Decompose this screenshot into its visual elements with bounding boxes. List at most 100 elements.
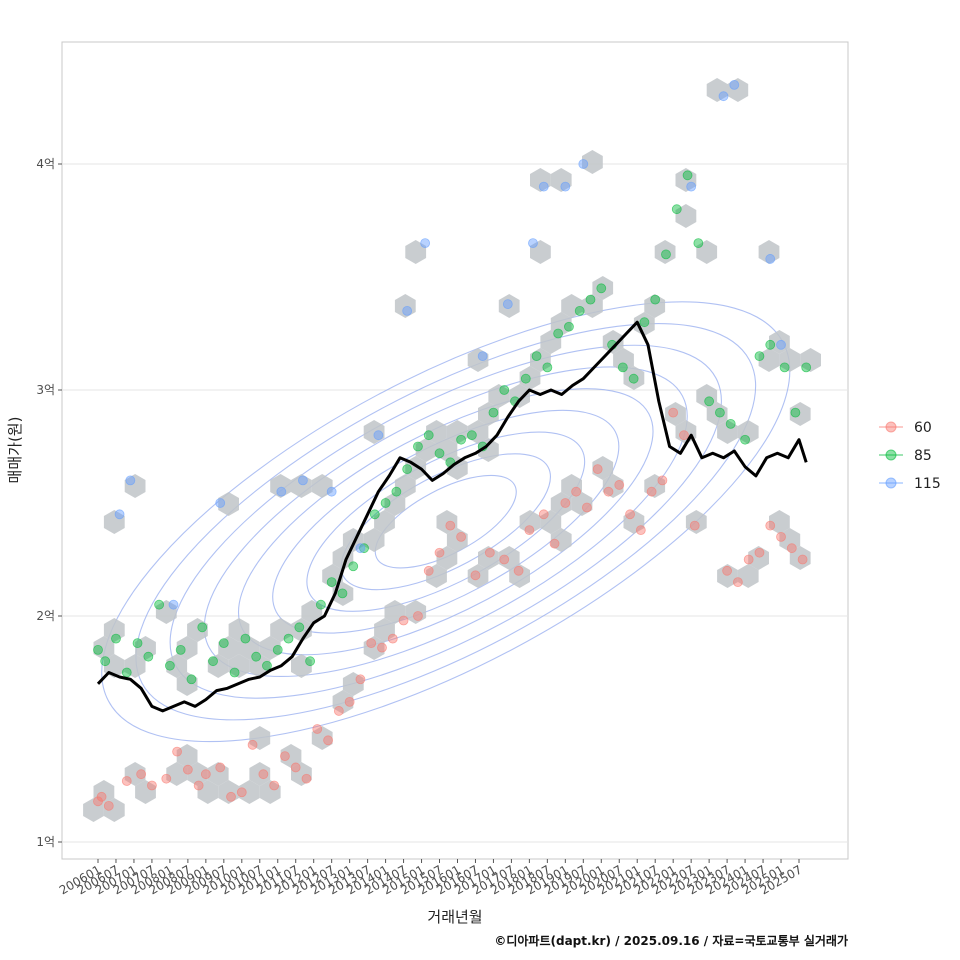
point-60 xyxy=(398,615,409,626)
hexbin xyxy=(135,780,156,804)
hexbin xyxy=(540,330,562,354)
point-85 xyxy=(456,434,466,445)
trend-line xyxy=(96,320,808,713)
point-85 xyxy=(229,667,240,678)
point-60 xyxy=(434,547,445,558)
hexbin xyxy=(363,420,385,444)
point-115 xyxy=(402,305,413,316)
point-85 xyxy=(715,407,725,418)
hexbin xyxy=(592,456,614,480)
hexbin xyxy=(239,636,260,660)
point-115 xyxy=(477,351,488,362)
point-85 xyxy=(240,633,251,644)
hexbin xyxy=(706,78,728,102)
hexbin xyxy=(93,780,115,804)
point-85 xyxy=(585,294,596,305)
point-85 xyxy=(434,448,445,459)
point-85 xyxy=(704,396,715,407)
hexbin xyxy=(530,168,551,192)
point-115 xyxy=(298,475,308,486)
point-85 xyxy=(423,430,434,441)
point-60 xyxy=(258,769,269,780)
point-115 xyxy=(502,299,513,310)
hexbin xyxy=(228,618,250,642)
point-60 xyxy=(236,787,247,798)
hexbin xyxy=(124,654,146,678)
point-60 xyxy=(121,776,132,786)
point-115 xyxy=(355,543,366,554)
y-tick-label: 4억 xyxy=(36,157,55,171)
hexbin xyxy=(436,438,458,462)
point-85 xyxy=(337,588,348,599)
point-85 xyxy=(154,599,165,610)
point-115 xyxy=(578,159,589,169)
hexbin xyxy=(207,762,229,786)
point-60 xyxy=(226,791,236,802)
hexbin xyxy=(270,618,291,642)
point-115 xyxy=(560,181,571,192)
hexbin xyxy=(696,384,718,408)
point-60 xyxy=(499,554,510,565)
hexbin xyxy=(467,348,489,372)
hexbin xyxy=(363,636,385,660)
hexbin xyxy=(239,780,260,804)
point-60 xyxy=(333,706,344,716)
point-60 xyxy=(355,674,366,685)
hexbin xyxy=(135,636,156,660)
hexbin xyxy=(342,672,364,696)
point-60 xyxy=(635,525,646,536)
hexbin xyxy=(155,600,177,624)
point-60 xyxy=(592,464,603,475)
point-60 xyxy=(743,554,754,565)
legend-label: 85 xyxy=(914,448,932,464)
point-85 xyxy=(175,645,186,655)
point-85 xyxy=(369,509,380,520)
hexbin xyxy=(561,474,582,498)
point-60 xyxy=(765,520,776,531)
hexbin xyxy=(478,546,499,570)
point-85 xyxy=(639,317,650,328)
hexbin xyxy=(436,546,458,570)
point-60 xyxy=(538,509,549,520)
point-85 xyxy=(754,351,765,362)
hexbin xyxy=(665,402,686,426)
hexbin xyxy=(582,150,603,174)
point-85 xyxy=(693,238,704,249)
hexbin xyxy=(467,564,489,588)
point-60 xyxy=(786,543,797,554)
hexbin xyxy=(488,384,510,408)
hexbin xyxy=(218,780,239,804)
hexbin xyxy=(124,762,146,786)
y-tick-label: 1억 xyxy=(36,835,55,849)
point-60 xyxy=(484,547,495,558)
hexbin xyxy=(291,762,312,786)
y-axis-title: 매매가(원) xyxy=(6,417,24,484)
hexbin xyxy=(291,654,312,678)
point-115 xyxy=(326,486,337,497)
hexbin xyxy=(550,312,572,336)
hexbin xyxy=(706,402,728,426)
point-85 xyxy=(348,561,359,572)
point-115 xyxy=(168,599,179,610)
point-85 xyxy=(617,362,628,373)
hexbin xyxy=(550,528,572,552)
point-85 xyxy=(305,656,315,667)
hexbin xyxy=(249,762,271,786)
hexbin xyxy=(789,546,811,570)
point-60 xyxy=(215,762,226,773)
hexbin xyxy=(218,636,239,660)
hexbin xyxy=(644,474,666,498)
point-85 xyxy=(596,283,607,294)
point-60 xyxy=(722,565,733,576)
point-60 xyxy=(582,502,592,513)
point-115 xyxy=(215,498,226,508)
point-60 xyxy=(182,764,193,775)
point-60 xyxy=(797,554,808,565)
hexbin xyxy=(176,744,198,768)
hexbin xyxy=(176,672,198,696)
point-60 xyxy=(301,773,312,784)
point-85 xyxy=(779,362,790,373)
hexbin xyxy=(633,312,655,336)
point-85 xyxy=(402,464,413,475)
points-layer xyxy=(93,80,812,811)
